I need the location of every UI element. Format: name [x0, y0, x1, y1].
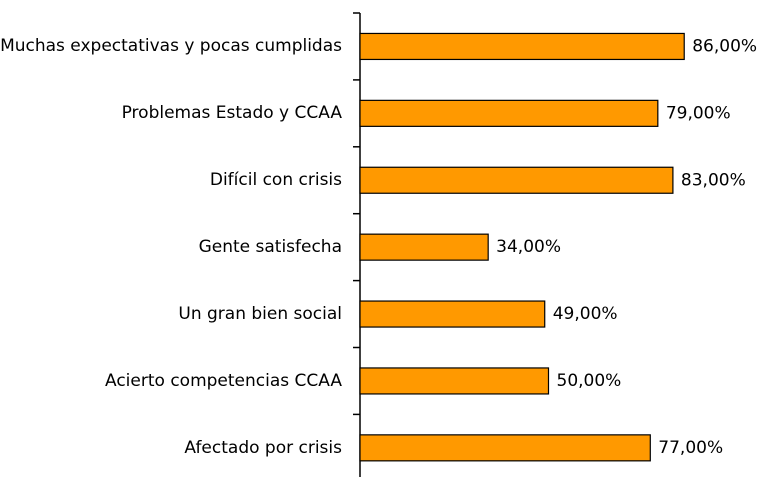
value-label: 34,00%: [496, 237, 561, 257]
category-label: Afectado por crisis: [184, 437, 342, 458]
bar: [359, 300, 546, 328]
bar: [359, 166, 674, 194]
value-label: 50,00%: [557, 371, 622, 391]
category-label: Difícil con crisis: [209, 170, 342, 191]
value-label: 77,00%: [658, 438, 723, 458]
bar: [359, 434, 651, 462]
category-label: Gente satisfecha: [198, 237, 342, 258]
value-label: 49,00%: [553, 304, 618, 324]
value-label: 86,00%: [692, 36, 757, 56]
bar: [359, 367, 550, 395]
category-label: Problemas Estado y CCAA: [121, 103, 342, 124]
bar: [359, 32, 685, 61]
bar: [359, 233, 489, 261]
category-label: Muchas expectativas y pocas cumplidas: [0, 36, 342, 57]
value-label: 79,00%: [666, 103, 731, 123]
value-label: 83,00%: [681, 170, 746, 190]
bar: [359, 99, 659, 127]
category-label: Un gran bien social: [178, 304, 342, 325]
category-label: Acierto competencias CCAA: [105, 370, 342, 391]
